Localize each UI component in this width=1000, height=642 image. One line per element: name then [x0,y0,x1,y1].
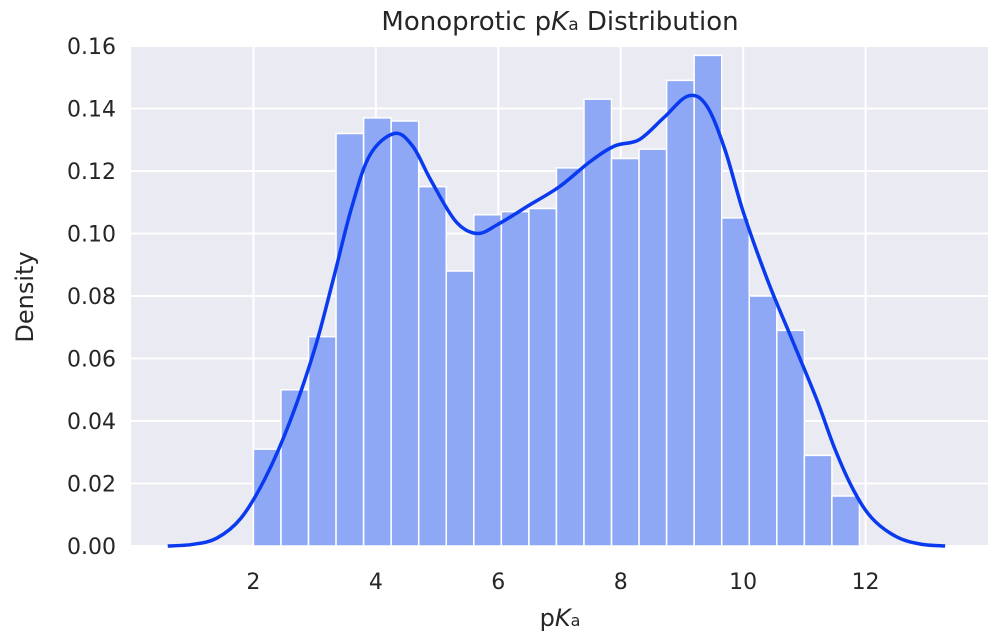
kde-curve [167,93,946,548]
histogram-bar [500,210,530,547]
x-axis-label-sub: a [571,611,581,630]
y-tick-label: 0.00 [67,535,116,560]
histogram-bar [831,495,861,547]
x-axis-label: pKa [540,604,581,632]
x-tick-label: 12 [852,570,880,595]
histogram-bar [528,207,558,547]
chart-title-suffix: Distribution [579,7,739,37]
histogram-bar [417,185,448,547]
y-tick-label: 0.08 [67,285,116,310]
histogram-bar [720,217,751,547]
chart-title-sub: a [568,15,578,35]
x-tick-labels: 2 4 6 8 10 12 [246,570,879,595]
histogram-bar [280,389,310,547]
histogram-bar [610,157,640,547]
histogram-bar [307,335,337,547]
histogram-bar [803,454,833,547]
histogram-bar [776,329,806,547]
histogram-bar [748,295,778,547]
x-axis-label-prefix: p [540,604,555,632]
y-axis-label: Density [11,251,39,342]
y-tick-label: 0.12 [67,160,116,185]
x-axis-label-italic: K [555,604,573,632]
x-tick-label: 6 [491,570,505,595]
histogram-bar [555,167,585,547]
chart-title-prefix: Monoprotic p [381,7,551,37]
histogram-bar [362,117,392,547]
histogram-bar [390,120,420,547]
x-tick-label: 4 [369,570,383,595]
histogram-bar [473,214,503,547]
x-tick-label: 2 [246,570,260,595]
y-tick-label: 0.02 [67,473,116,498]
histogram-bar [252,448,282,547]
histogram-bars [252,54,861,547]
y-tick-label: 0.06 [67,348,116,373]
histogram-bar [335,132,365,547]
histogram-bar [638,148,668,547]
histogram-bar [583,98,613,547]
y-tick-label: 0.04 [67,410,116,435]
x-tick-label: 8 [614,570,628,595]
chart-title-italic: K [551,7,570,37]
chart-title: Monoprotic pKa Distribution [381,7,738,37]
x-tick-label: 10 [729,570,757,595]
y-tick-label: 0.16 [67,35,116,60]
histogram-bar [665,79,695,547]
histogram-bar [693,54,723,547]
histogram-bar [445,270,475,547]
y-tick-label: 0.14 [67,98,116,123]
y-tick-label: 0.10 [67,223,116,248]
y-tick-labels: 0.00 0.02 0.04 0.06 0.08 0.10 0.12 0.14 0.16 [67,35,116,560]
